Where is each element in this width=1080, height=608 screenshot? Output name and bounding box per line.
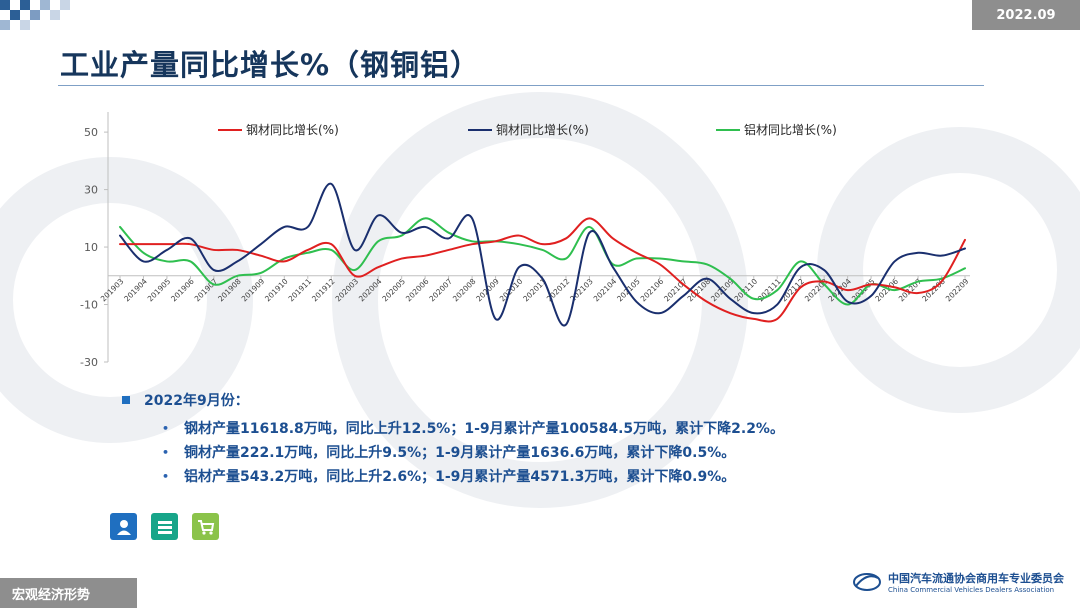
x-tick-label: 201909 <box>240 277 267 304</box>
y-tick-label: 30 <box>84 184 98 197</box>
x-tick-label: 201907 <box>193 277 220 304</box>
date-badge: 2022.09 <box>972 0 1080 30</box>
section-tag: 宏观经济形势 <box>0 578 137 608</box>
title-divider <box>58 85 984 86</box>
summary-heading: 2022年9月份： <box>122 390 784 410</box>
y-tick-label: 50 <box>84 126 98 139</box>
page-title: 工业产量同比增长%（钢铜铝） <box>60 48 481 82</box>
x-tick-label: 202003 <box>334 277 361 304</box>
x-tick-label: 202005 <box>380 277 407 304</box>
square-bullet-icon <box>122 396 130 404</box>
x-tick-label: 201903 <box>99 277 126 304</box>
summary-line: • 铝材产量543.2万吨，同比上升2.6%；1-9月累计产量4571.3万吨，累… <box>162 469 736 485</box>
x-tick-label: 202007 <box>427 277 454 304</box>
x-tick-label: 201910 <box>263 277 290 304</box>
x-tick-label: 202103 <box>568 277 595 304</box>
x-tick-label: 201912 <box>310 277 337 304</box>
dot-bullet-icon: • <box>162 421 170 435</box>
x-tick-label: 202010 <box>498 277 525 304</box>
x-tick-label: 202006 <box>404 277 431 304</box>
series-line <box>119 217 966 306</box>
org-name-cn: 中国汽车流通协会商用车专业委员会 <box>888 572 1064 585</box>
association-logo: 中国汽车流通协会商用车专业委员会 China Commercial Vehicl… <box>852 570 1064 594</box>
corner-checker-decoration <box>0 0 70 30</box>
x-tick-label: 201904 <box>122 277 149 304</box>
x-tick-label: 201908 <box>216 277 243 304</box>
stack-icon[interactable] <box>151 513 178 540</box>
x-tick-label: 202209 <box>944 277 971 304</box>
association-emblem-icon <box>853 573 881 591</box>
legend-label: 铝材同比增长(%) <box>744 122 837 137</box>
series-line <box>119 217 966 323</box>
series-line <box>119 182 966 327</box>
cart-icon[interactable] <box>192 513 219 540</box>
summary-block: 2022年9月份： • 钢材产量11618.8万吨，同比上升12.5%；1-9月累… <box>122 390 784 488</box>
x-tick-label: 201906 <box>169 277 196 304</box>
y-tick-label: -30 <box>80 356 98 369</box>
summary-line: • 钢材产量11618.8万吨，同比上升12.5%；1-9月累计产量100584.… <box>162 421 784 437</box>
org-name-en: China Commercial Vehicles Dealers Associ… <box>888 586 1055 594</box>
x-tick-label: 202104 <box>592 277 619 304</box>
x-tick-label: 201911 <box>287 277 314 304</box>
legend-label: 铜材同比增长(%) <box>496 122 589 137</box>
y-tick-label: -10 <box>80 299 98 312</box>
dot-bullet-icon: • <box>162 469 170 483</box>
person-icon[interactable] <box>110 513 137 540</box>
icon-row <box>110 513 219 540</box>
x-tick-label: 202008 <box>451 277 478 304</box>
legend-label: 钢材同比增长(%) <box>246 123 339 137</box>
dot-bullet-icon: • <box>162 445 170 459</box>
x-tick-label: 201905 <box>146 277 173 304</box>
x-tick-label: 202106 <box>639 277 666 304</box>
x-tick-label: 202004 <box>357 277 384 304</box>
x-tick-label: 202107 <box>662 277 689 304</box>
summary-line: • 铜材产量222.1万吨，同比上升9.5%；1-9月累计产量1636.6万吨，累… <box>162 445 736 461</box>
y-tick-label: 10 <box>84 241 98 254</box>
